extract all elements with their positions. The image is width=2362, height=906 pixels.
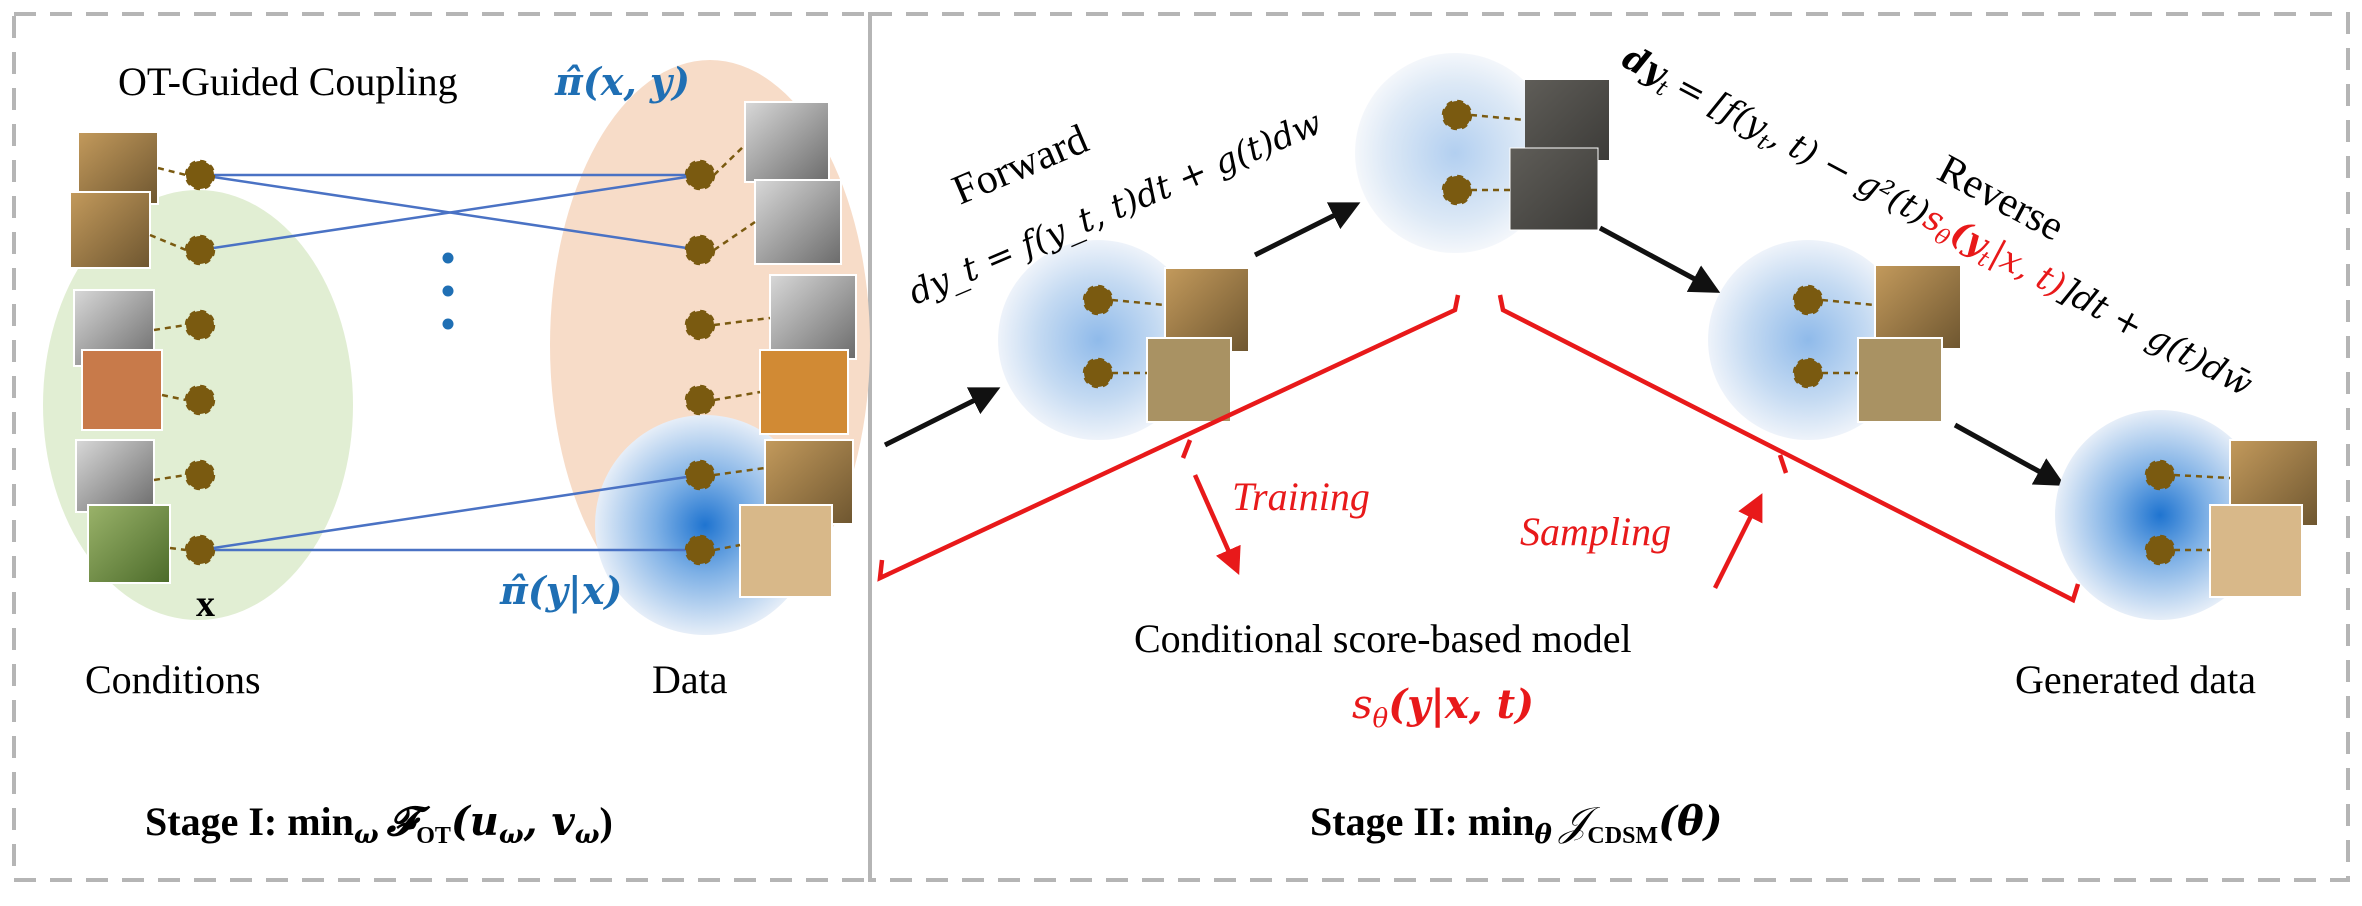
data-images [739,101,857,598]
training-arrow [1192,474,1241,575]
condition-image-cheetah [69,191,151,269]
sampling-bracket [1497,294,2081,604]
condition-image-red-fox [81,349,163,431]
stage2-objective: Stage II: minθ 𝒥CDSM(θ) [1310,798,1723,850]
arrow-to-forward [883,387,1001,448]
sampling-arrow [1712,493,1763,590]
data-image-white-tiger [769,274,857,360]
condition-image-tabby-cat [75,439,155,513]
data-image-tiger [759,349,849,435]
data-nodes [684,144,771,566]
coupling-lines [199,173,701,552]
training-bracket [877,294,1461,582]
arrow-reverse-to-generated [1953,422,2066,486]
x-label: x [196,583,215,625]
data-image-grey-wolf [754,179,842,265]
forward-label: Forward [946,116,1095,214]
noise-state [1355,53,1609,253]
model-symbol: sθ(y|x, t) [1352,681,1534,734]
data-label: Data [652,657,728,702]
coupling-title: OT-Guided Coupling [118,59,458,104]
coupling-symbol: π̂(x, y) [554,59,690,104]
stage2-panel [868,12,2350,882]
conditional-symbol: π̂(y|x) [499,568,622,613]
ellipsis-dots [442,252,454,330]
data-image-lioness [739,504,833,598]
stage1-objective: Stage I: minω 𝓕OT(uω, vω) [145,798,613,850]
condition-images [69,131,171,584]
condition-image-black-white-cat [87,504,171,584]
arrow-noise-to-reverse [1598,225,1721,293]
training-label: Training [1232,474,1370,519]
data-image-wolf [744,101,830,183]
arrow-forward-to-noise [1253,202,1361,258]
forward-state [998,240,1250,440]
generated-label: Generated data [2015,657,2256,702]
model-label: Conditional score-based model [1134,616,1632,661]
reverse-state [1708,240,1962,440]
sampling-label: Sampling [1520,509,1671,554]
conditions-label: Conditions [85,657,261,702]
generated-state [2055,410,2319,620]
condition-nodes [149,159,216,566]
